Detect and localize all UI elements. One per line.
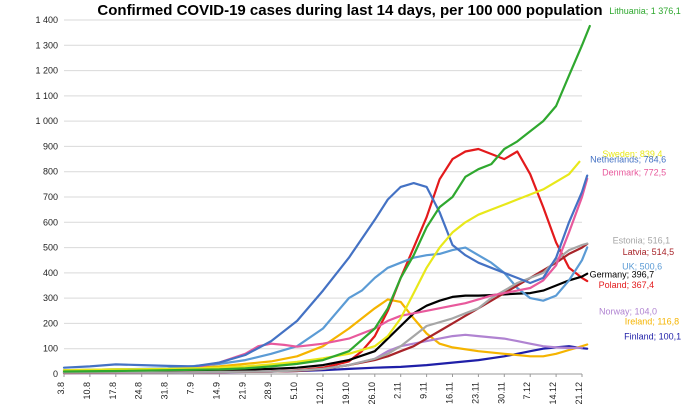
series-label-poland: Poland; 367,4 xyxy=(599,280,655,290)
series-line-netherlands xyxy=(62,174,589,369)
series-label-germany: Germany; 396,7 xyxy=(590,270,655,280)
y-axis-ticks: 0 100 200 300 400 500 600 700 800 900 1 000 1 100 1 … xyxy=(35,15,58,379)
gridlines xyxy=(64,19,582,375)
y-tick-label: 800 xyxy=(43,167,58,177)
x-tick-label: 3.8 xyxy=(56,382,66,395)
x-axis-ticks: 3.8 10.8 17.8 24.8 31.8 7.9 14.9 21.9 28.9 5.10 12… xyxy=(56,374,584,405)
y-tick-label: 500 xyxy=(43,243,58,253)
series-label-uk: UK; 500,6 xyxy=(622,261,662,271)
x-tick-label: 21.9 xyxy=(237,382,247,400)
series-lines xyxy=(62,24,591,375)
x-tick-label: 7.12 xyxy=(522,382,532,400)
x-tick-label: 7.9 xyxy=(186,382,196,395)
series-label-sweden: Sweden; 839,4 xyxy=(602,149,662,159)
y-tick-label: 600 xyxy=(43,217,58,227)
x-tick-label: 24.8 xyxy=(134,382,144,400)
x-tick-label: 14.9 xyxy=(211,382,221,400)
x-tick-label: 30.11 xyxy=(496,382,506,404)
series-label-norway: Norway; 104,0 xyxy=(599,307,657,317)
x-tick-label: 21.12 xyxy=(574,382,584,405)
y-tick-label: 1 000 xyxy=(35,116,58,126)
y-tick-label: 300 xyxy=(43,293,58,303)
x-tick-label: 10.8 xyxy=(82,382,92,400)
y-tick-label: 100 xyxy=(43,344,58,354)
x-tick-label: 2.11 xyxy=(393,382,403,399)
series-line-sweden xyxy=(62,160,581,372)
x-tick-label: 28.9 xyxy=(263,382,273,400)
series-end-labels: Lithuania; 1 376,1 Sweden; 839,4Netherlan… xyxy=(590,6,682,342)
x-tick-label: 16.11 xyxy=(445,382,455,404)
series-label-estonia: Estonia; 516,1 xyxy=(613,236,671,246)
x-tick-label: 9.11 xyxy=(419,382,429,399)
y-tick-label: 1 300 xyxy=(35,40,58,50)
x-tick-label: 26.10 xyxy=(367,382,377,405)
y-tick-label: 1 400 xyxy=(35,15,58,25)
y-tick-label: 0 xyxy=(53,369,58,379)
x-tick-label: 23.11 xyxy=(470,382,480,404)
series-label-denmark: Denmark; 772,5 xyxy=(602,168,666,178)
chart-title: Confirmed COVID-19 cases during last 14 … xyxy=(97,2,602,19)
series-line-lithuania xyxy=(62,24,591,373)
y-tick-label: 900 xyxy=(43,141,58,151)
x-tick-label: 17.8 xyxy=(108,382,118,400)
series-line-ireland xyxy=(62,298,589,372)
series-line-germany xyxy=(62,272,589,374)
series-label-ireland: Ireland; 116,8 xyxy=(625,316,679,326)
series-label-lithuania: Lithuania; 1 376,1 xyxy=(609,6,681,16)
y-tick-label: 1 100 xyxy=(35,91,58,101)
y-tick-label: 700 xyxy=(43,192,58,202)
series-line-uk xyxy=(62,246,589,372)
x-tick-label: 5.10 xyxy=(289,382,299,400)
x-tick-label: 12.10 xyxy=(315,382,325,405)
series-label-finland: Finland; 100,1 xyxy=(624,332,681,342)
series-label-netherlands: Netherlands; 784,6 xyxy=(590,155,666,165)
y-tick-label: 400 xyxy=(43,268,58,278)
x-tick-label: 31.8 xyxy=(160,382,170,400)
x-tick-label: 14.12 xyxy=(548,382,558,405)
y-tick-label: 200 xyxy=(43,318,58,328)
series-label-latvia: Latvia; 514,5 xyxy=(623,247,675,257)
y-tick-label: 1 200 xyxy=(35,66,58,76)
x-tick-label: 19.10 xyxy=(341,382,351,405)
series-line-estonia xyxy=(62,242,589,374)
